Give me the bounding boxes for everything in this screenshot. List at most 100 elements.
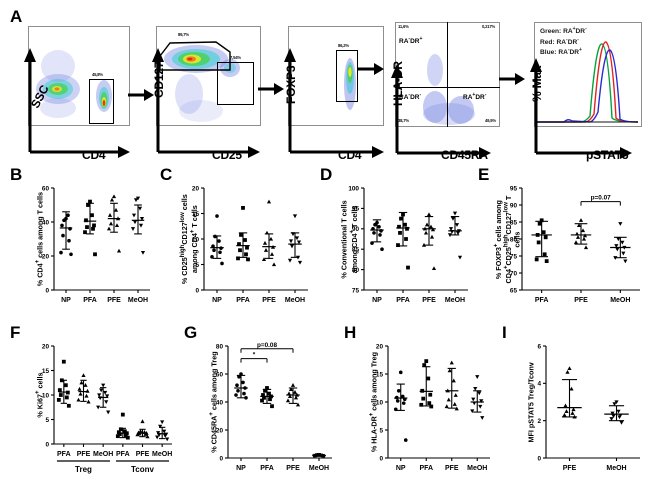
significance-bracket: p=0.07 xyxy=(580,195,621,206)
histogram-curves xyxy=(536,41,639,123)
data-point xyxy=(287,258,293,263)
data-point xyxy=(261,257,267,262)
data-point xyxy=(444,404,449,409)
data-point xyxy=(108,221,114,226)
data-point xyxy=(160,420,165,425)
data-point xyxy=(158,424,163,429)
data-point xyxy=(534,257,539,262)
data-point xyxy=(399,216,403,221)
data-point xyxy=(123,433,128,438)
mean-sd-bar xyxy=(570,223,592,245)
y-axis-title: % HLA-DR+ cells among Treg xyxy=(368,352,379,453)
flow-plot-foxp3-cd4: 86,2% CD4 FOXP3 xyxy=(282,26,386,162)
y-tick-label: 60 xyxy=(42,185,50,192)
data-point xyxy=(617,415,622,420)
panel-i: I 0 2 4 6 PFE MeOH MFI pSTAT5 Treg/Tconv xyxy=(500,322,648,488)
y-tick-label: 0 xyxy=(45,441,49,448)
data-point xyxy=(63,383,68,388)
data-point xyxy=(116,248,122,253)
quadrant-vertical-divider xyxy=(447,22,449,127)
data-point xyxy=(448,227,454,231)
x-tick-label: MeOH xyxy=(467,465,487,472)
data-point xyxy=(83,383,88,387)
data-point xyxy=(426,212,432,217)
panel-e: E 65 70 75 80 85 90 95 PFA PFE MeOH p=0.07 % FOXP3+ … xyxy=(476,164,648,320)
data-point xyxy=(575,235,581,239)
data-point xyxy=(571,407,576,412)
data-point xyxy=(115,434,120,439)
y-tick-label: 0 xyxy=(537,455,541,462)
data-point xyxy=(244,395,248,400)
data-point xyxy=(421,242,427,247)
y-axis-title: % CD4+ cells among T cells xyxy=(34,191,45,287)
mean-sd-bar xyxy=(117,427,128,439)
x-tick-label: NP xyxy=(372,297,382,304)
data-point xyxy=(103,390,108,395)
data-point xyxy=(403,222,407,227)
data-point xyxy=(614,244,619,248)
panel-h: H 0 5 10 15 20 NP PFA PFE MeOH % HLA-DR+ cells amo… xyxy=(342,322,498,488)
data-point xyxy=(137,206,143,211)
mean-sd-bar xyxy=(394,383,408,411)
y-tick-label: 20 xyxy=(376,343,384,350)
mean-sd-bar xyxy=(448,216,462,236)
data-point xyxy=(56,398,61,402)
y-axis-arrow-foxp3 xyxy=(284,48,296,132)
y-tick-label: 80 xyxy=(216,343,224,350)
mean-sd-bar xyxy=(604,405,629,422)
data-point xyxy=(88,199,92,204)
data-point xyxy=(609,417,614,421)
data-point xyxy=(563,403,568,408)
data-point xyxy=(470,409,475,414)
data-point xyxy=(83,230,87,235)
data-point xyxy=(454,406,459,411)
data-point xyxy=(90,213,94,218)
data-point xyxy=(424,222,430,227)
data-point xyxy=(107,213,113,217)
data-point xyxy=(287,394,293,399)
data-point xyxy=(104,400,109,405)
data-point xyxy=(242,391,246,396)
quad-label-ra-neg-dr-pos: RA-DR+ xyxy=(399,36,423,46)
data-point xyxy=(576,223,582,228)
data-point xyxy=(145,434,150,439)
data-point xyxy=(405,226,409,231)
mean-sd-bar xyxy=(107,202,121,233)
data-point xyxy=(286,391,292,396)
data-point xyxy=(139,216,145,221)
data-point xyxy=(260,398,264,403)
y-tick-label: 0 xyxy=(219,455,223,462)
data-point xyxy=(133,198,139,203)
data-point xyxy=(235,383,239,388)
data-point xyxy=(398,370,403,375)
mean-sd-bar xyxy=(78,379,89,402)
mean-sd-bar xyxy=(59,211,73,250)
quadrant-horizontal-divider xyxy=(395,87,500,89)
panel-i-letter: I xyxy=(502,323,507,342)
data-point xyxy=(77,386,82,391)
data-point xyxy=(113,207,119,212)
data-point xyxy=(377,224,381,229)
data-point xyxy=(130,227,136,231)
data-point xyxy=(293,395,299,400)
x-tick-label: MeOH xyxy=(152,451,172,458)
x-tick-label: PFE xyxy=(136,451,150,458)
data-point xyxy=(217,239,221,243)
data-point xyxy=(114,223,120,228)
data-point xyxy=(570,411,575,415)
y-tick-label: 80 xyxy=(352,267,360,274)
data-point xyxy=(97,393,102,398)
data-point xyxy=(404,237,408,241)
axis-arrows xyxy=(395,129,491,159)
chart-d: 75 80 85 90 95 100 NP PFA PFE MeOH xyxy=(348,185,468,304)
data-point xyxy=(234,393,238,397)
y-tick-label: 40 xyxy=(216,399,224,406)
x-tick-label: PFA xyxy=(260,465,274,472)
x-tick-label: MeOH xyxy=(610,297,630,304)
data-point xyxy=(578,218,584,222)
data-point xyxy=(620,240,625,245)
y-tick-label: 0 xyxy=(379,455,383,462)
scatter-cloud-foxp3-cd4 xyxy=(344,58,356,110)
data-point xyxy=(140,419,145,424)
group-label: Tconv xyxy=(131,465,155,474)
